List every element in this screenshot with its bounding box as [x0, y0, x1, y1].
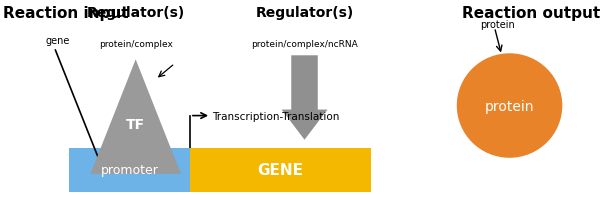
Text: Regulator(s): Regulator(s): [87, 6, 185, 20]
Text: Regulator(s): Regulator(s): [256, 6, 353, 20]
Text: gene: gene: [45, 36, 69, 46]
Text: protein: protein: [480, 20, 515, 30]
Text: protein/complex: protein/complex: [99, 40, 172, 49]
Ellipse shape: [456, 54, 562, 158]
Text: Transcription-Translation: Transcription-Translation: [212, 111, 339, 121]
FancyBboxPatch shape: [69, 148, 190, 192]
Polygon shape: [282, 56, 327, 140]
FancyBboxPatch shape: [190, 148, 371, 192]
Text: GENE: GENE: [257, 163, 303, 177]
Text: protein/complex/ncRNA: protein/complex/ncRNA: [251, 40, 358, 49]
Text: Reaction output: Reaction output: [462, 6, 600, 21]
Text: promoter: promoter: [101, 164, 159, 176]
Text: Reaction input: Reaction input: [3, 6, 128, 21]
Text: TF: TF: [126, 117, 145, 131]
Text: protein: protein: [485, 99, 534, 113]
Polygon shape: [90, 60, 181, 174]
